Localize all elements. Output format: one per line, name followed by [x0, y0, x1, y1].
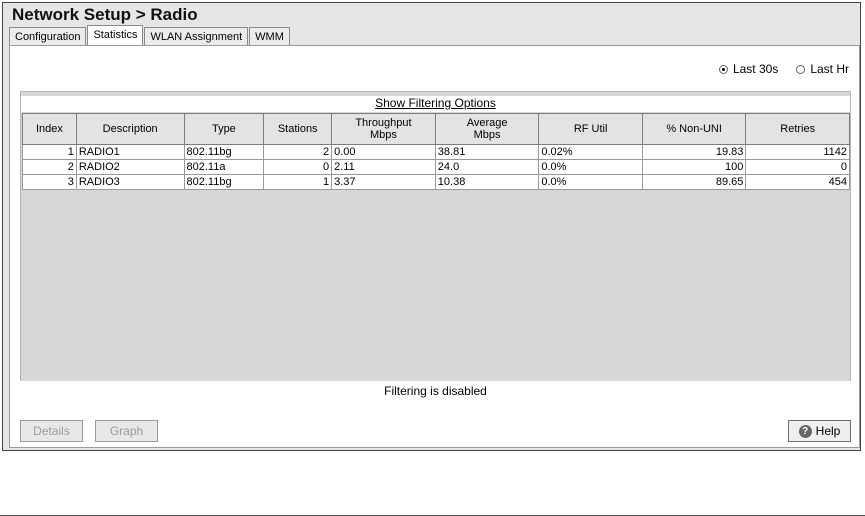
filter-status-text: Filtering is disabled — [20, 381, 851, 401]
details-button[interactable]: Details — [20, 420, 83, 442]
column-header-non-uni[interactable]: % Non-UNI — [641, 113, 747, 145]
cell-stations: 0 — [263, 159, 333, 175]
cell-index: 1 — [22, 144, 77, 160]
cell-type: 802.11bg — [183, 144, 265, 160]
cell-average: 24.0 — [434, 159, 540, 175]
statistics-table-area: Show Filtering Options Index Description… — [20, 91, 851, 401]
cell-retries: 1142 — [745, 144, 850, 160]
table-row[interactable]: 2 RADIO2 802.11a 0 2.11 24.0 0.0% 100 0 — [22, 159, 850, 175]
radio-last-30s[interactable]: Last 30s — [718, 62, 779, 76]
column-header-retries[interactable]: Retries — [745, 113, 850, 145]
tab-bar: Configuration Statistics WLAN Assignment… — [9, 25, 291, 46]
period-selector: Last 30s Last Hr — [718, 62, 849, 76]
cell-non-uni: 89.65 — [641, 174, 747, 190]
cell-stations: 2 — [263, 144, 333, 160]
tab-statistics[interactable]: Statistics — [87, 25, 144, 46]
tab-wmm[interactable]: WMM — [249, 27, 290, 46]
column-header-index[interactable]: Index — [22, 113, 77, 145]
cell-stations: 1 — [263, 174, 333, 190]
radio-last-30s-label: Last 30s — [732, 62, 779, 76]
column-header-type[interactable]: Type — [183, 113, 265, 145]
show-filtering-options-link[interactable]: Show Filtering Options — [21, 96, 850, 112]
cell-index: 3 — [22, 174, 77, 190]
column-header-description[interactable]: Description — [75, 113, 185, 145]
cell-throughput: 0.00 — [331, 144, 436, 160]
radio-last-hr-label: Last Hr — [810, 62, 849, 76]
table-header-row: Index Description Type Stations Throughp… — [22, 113, 850, 145]
cell-rf-util: 0.0% — [538, 174, 643, 190]
cell-retries: 454 — [745, 174, 850, 190]
cell-average: 10.38 — [434, 174, 540, 190]
radio-unselected-icon[interactable] — [796, 64, 806, 74]
statistics-table: Index Description Type Stations Throughp… — [22, 113, 850, 190]
column-header-average[interactable]: Average Mbps — [434, 113, 540, 145]
cell-description: RADIO2 — [75, 159, 185, 175]
column-header-rf-util[interactable]: RF Util — [538, 113, 643, 145]
help-button[interactable]: ? Help — [788, 420, 851, 442]
cell-type: 802.11a — [183, 159, 265, 175]
radio-last-hr[interactable]: Last Hr — [796, 62, 849, 76]
tab-configuration[interactable]: Configuration — [9, 27, 87, 46]
cell-non-uni: 100 — [641, 159, 747, 175]
column-header-stations[interactable]: Stations — [263, 113, 333, 145]
cell-throughput: 3.37 — [331, 174, 436, 190]
radio-window: Network Setup > Radio Configuration Stat… — [2, 2, 861, 451]
cell-type: 802.11bg — [183, 174, 265, 190]
cell-average: 38.81 — [434, 144, 540, 160]
table-row[interactable]: 3 RADIO3 802.11bg 1 3.37 10.38 0.0% 89.6… — [22, 174, 850, 190]
radio-selected-icon[interactable] — [718, 64, 728, 74]
help-button-label: Help — [815, 424, 841, 438]
page-title: Network Setup > Radio — [12, 5, 198, 24]
help-icon: ? — [798, 424, 812, 438]
cell-description: RADIO3 — [75, 174, 185, 190]
cell-description: RADIO1 — [75, 144, 185, 160]
column-header-throughput[interactable]: Throughput Mbps — [331, 113, 436, 145]
cell-throughput: 2.11 — [331, 159, 436, 175]
graph-button[interactable]: Graph — [95, 420, 158, 442]
cell-rf-util: 0.02% — [538, 144, 643, 160]
tab-wlan-assignment[interactable]: WLAN Assignment — [144, 27, 249, 46]
cell-rf-util: 0.0% — [538, 159, 643, 175]
cell-retries: 0 — [745, 159, 850, 175]
cell-non-uni: 19.83 — [641, 144, 747, 160]
statistics-panel: Last 30s Last Hr Show Filtering Options … — [9, 45, 860, 448]
cell-index: 2 — [22, 159, 77, 175]
table-row[interactable]: 1 RADIO1 802.11bg 2 0.00 38.81 0.02% 19.… — [22, 144, 850, 160]
